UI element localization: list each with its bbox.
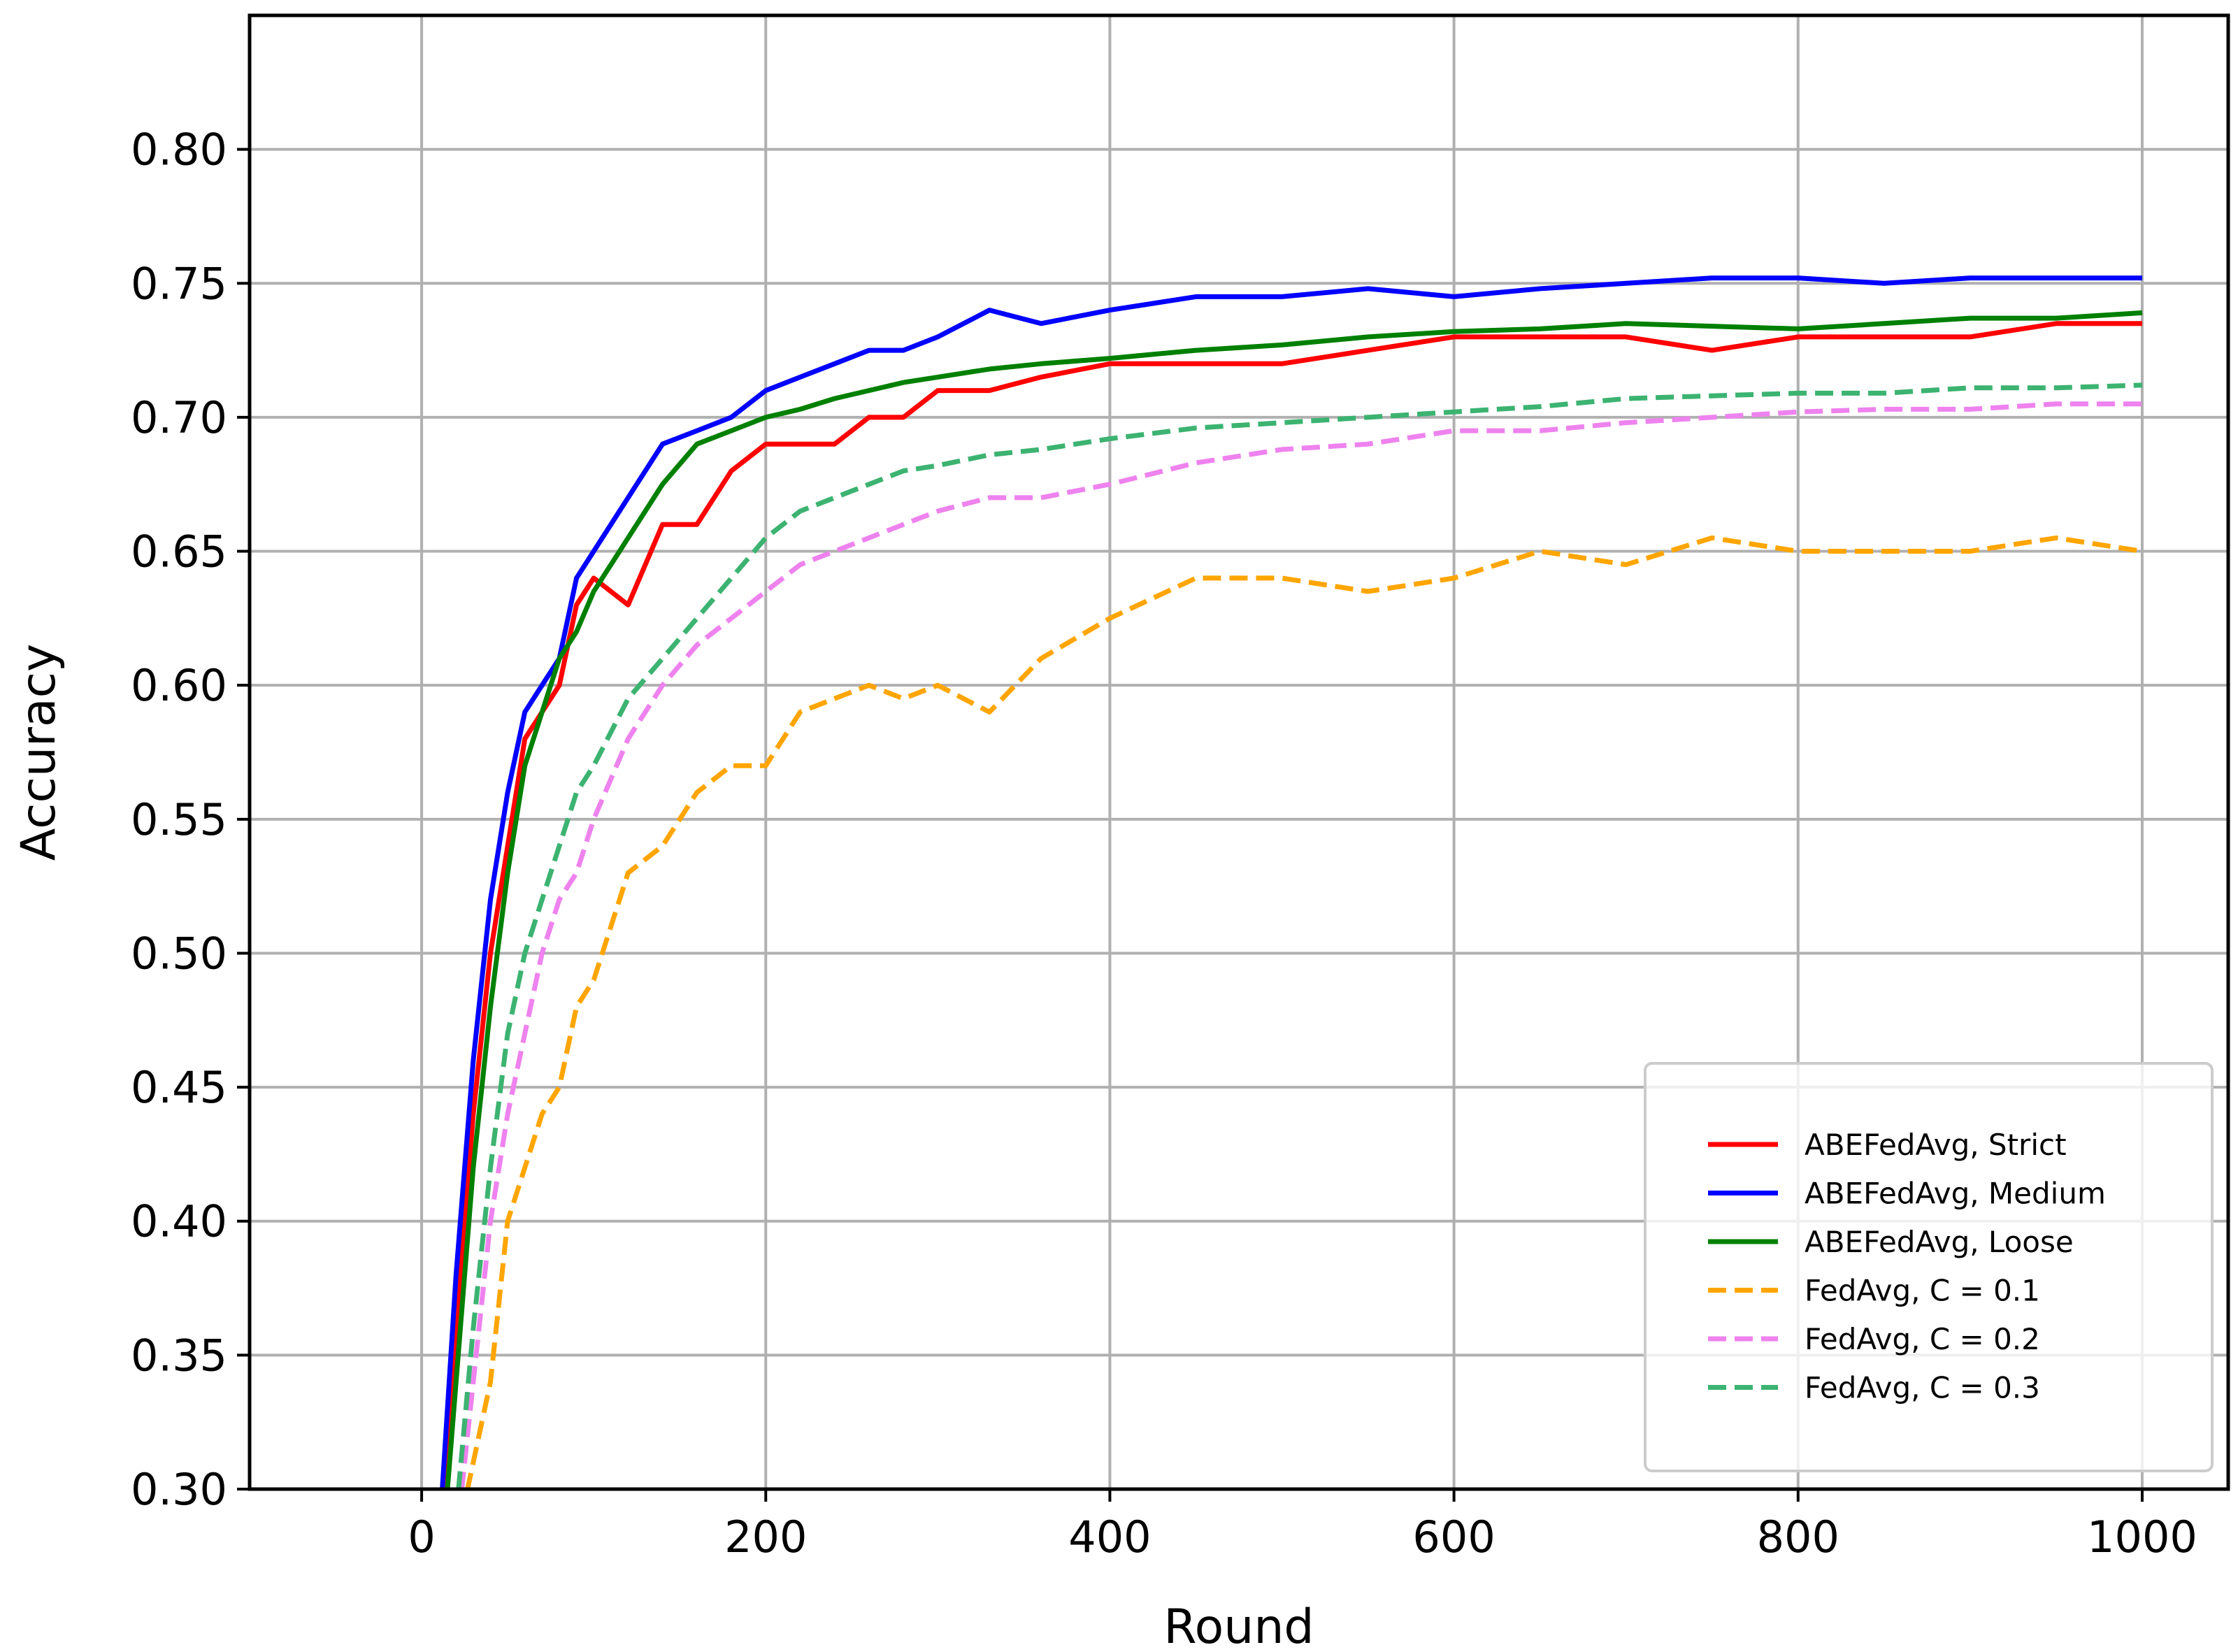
- series-line-4: [465, 535, 2143, 1489]
- legend-label-3: ABEFedAvg, Loose: [1805, 1225, 2074, 1259]
- series-line-6: [456, 382, 2143, 1489]
- x-tick-label: 600: [1412, 1511, 1495, 1563]
- y-tick-label: 0.30: [131, 1464, 227, 1515]
- y-tick-label: 0.75: [131, 258, 227, 309]
- x-axis-label: Round: [1163, 1600, 1314, 1652]
- legend: ABEFedAvg, Strict ABEFedAvg, Medium ABEFed…: [1644, 1062, 2214, 1472]
- legend-label-5: FedAvg, C = 0.2: [1805, 1322, 2040, 1356]
- y-axis-label: Accuracy: [11, 644, 66, 861]
- x-tick-label: 1000: [2087, 1511, 2197, 1563]
- series-line-2: [440, 275, 2142, 1489]
- y-tick-label: 0.50: [131, 928, 227, 979]
- y-tick-label: 0.45: [131, 1062, 227, 1113]
- y-tick-label: 0.80: [131, 124, 227, 175]
- y-tick-label: 0.60: [131, 660, 227, 711]
- series-line-5: [459, 401, 2142, 1489]
- y-axis: 0.30 0.35 0.40 0.45 0.50 0.55 0.60 0.65 0.70 0.75…: [131, 124, 250, 1515]
- y-tick-label: 0.35: [131, 1330, 227, 1381]
- legend-label-6: FedAvg, C = 0.3: [1805, 1371, 2040, 1405]
- series-line-1: [442, 321, 2142, 1489]
- plot-frame: [248, 13, 2230, 1491]
- y-tick-label: 0.65: [131, 526, 227, 577]
- series-layer: [440, 275, 2143, 1489]
- legend-label-4: FedAvg, C = 0.1: [1805, 1274, 2040, 1308]
- x-tick-label: 800: [1757, 1511, 1839, 1563]
- legend-label-1: ABEFedAvg, Strict: [1805, 1128, 2067, 1162]
- legend-box: [1644, 1062, 2214, 1472]
- x-tick-label: 400: [1068, 1511, 1151, 1563]
- x-tick-label: 0: [408, 1511, 435, 1563]
- y-tick-label: 0.70: [131, 392, 227, 443]
- x-axis: 0 200 400 600 800 1000: [408, 1489, 2197, 1563]
- series-line-3: [445, 310, 2143, 1489]
- y-tick-label: 0.55: [131, 794, 227, 845]
- y-tick-label: 0.40: [131, 1196, 227, 1247]
- x-tick-label: 200: [724, 1511, 807, 1563]
- legend-label-2: ABEFedAvg, Medium: [1805, 1177, 2106, 1211]
